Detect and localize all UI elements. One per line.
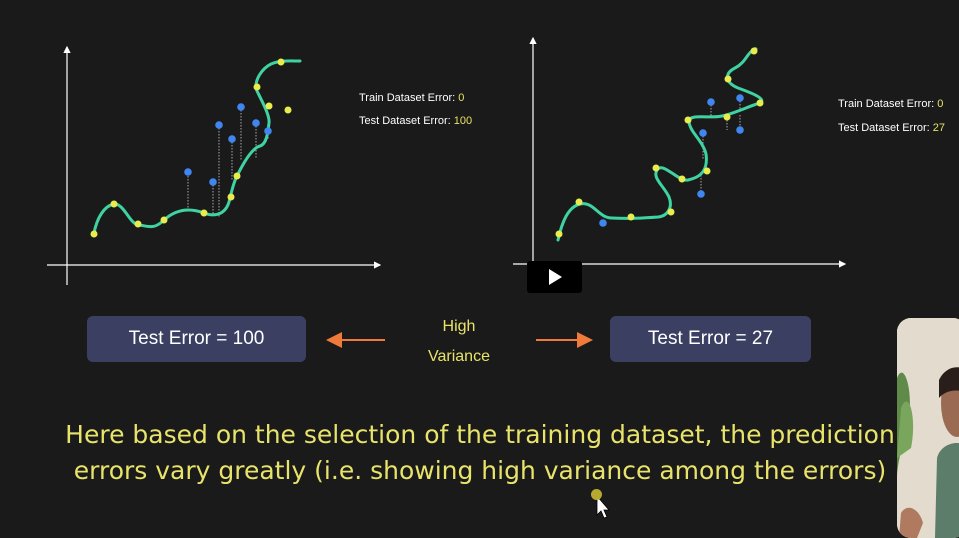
right-fitted-curve [556, 47, 764, 242]
cursor-highlight [591, 489, 602, 500]
left-fitted-curve [92, 59, 302, 235]
left-test-error-value: 100 [453, 115, 473, 127]
right-plot [513, 36, 847, 283]
high-label: High [442, 318, 476, 335]
left-test-error-box: Test Error = 100 [87, 316, 306, 362]
right-train-error-label: Train Dataset Error: [838, 98, 935, 110]
mouse-pointer-icon [596, 494, 610, 519]
left-test-error-label: Test Dataset Error: [359, 115, 451, 127]
left-plot [47, 45, 382, 285]
webcam-overlay [897, 318, 959, 538]
right-train-points [555, 47, 764, 238]
play-button[interactable] [527, 261, 582, 293]
left-test-error: Test Dataset Error: 100 [359, 115, 472, 127]
presenter-video [897, 318, 959, 538]
left-train-error-label: Train Dataset Error: [359, 92, 456, 104]
left-train-points [90, 58, 292, 238]
left-train-error-value: 0 [458, 92, 465, 104]
variance-label: Variance [428, 348, 490, 365]
play-icon [548, 269, 562, 285]
right-test-error-box: Test Error = 27 [610, 316, 811, 362]
right-test-points [599, 94, 744, 227]
right-test-error-label: Test Dataset Error: [838, 122, 930, 134]
left-train-error: Train Dataset Error: 0 [359, 92, 464, 104]
right-test-error: Test Dataset Error: 27 [838, 122, 945, 134]
caption-text: Here based on the selection of the train… [65, 420, 895, 485]
left-test-points [184, 103, 272, 186]
right-train-error: Train Dataset Error: 0 [838, 98, 943, 110]
right-test-error-value: 27 [932, 122, 946, 134]
right-train-error-value: 0 [937, 98, 944, 110]
